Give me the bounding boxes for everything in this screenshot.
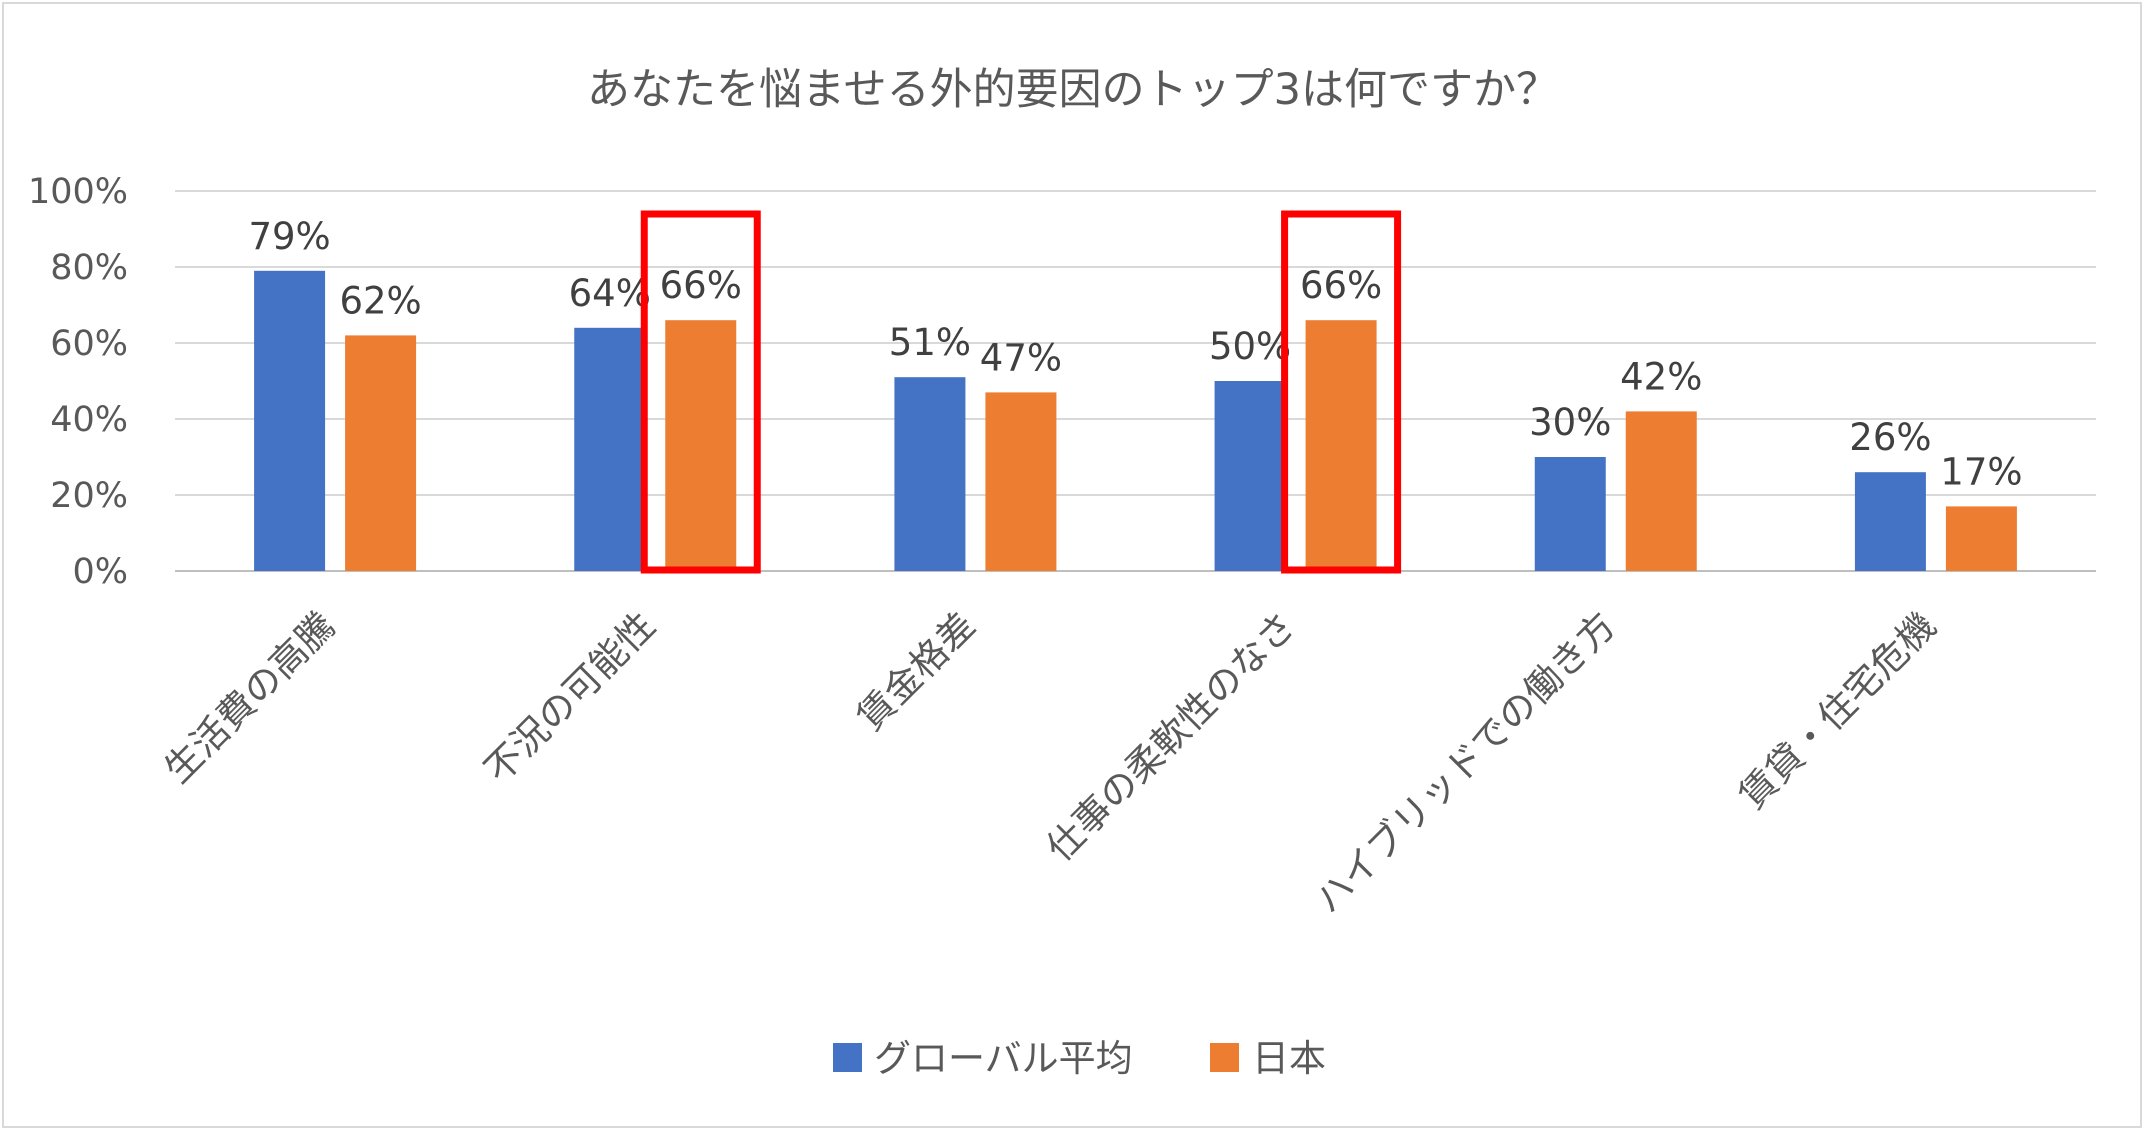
legend-label-japan: 日本 <box>1252 1037 1326 1080</box>
category-labels: 生活費の高騰 不況の可能性 賃金格差 仕事の柔軟性のなさ ハイブリッドでの働き方 賃貸・住… <box>156 604 1944 922</box>
bar-global <box>1534 457 1606 571</box>
data-label: 64% <box>569 272 651 315</box>
y-tick-label: 100% <box>28 172 128 212</box>
data-label: 66% <box>1300 264 1382 307</box>
legend-swatch-japan <box>1210 1043 1239 1072</box>
data-label: 30% <box>1529 401 1611 444</box>
highlight-boxes <box>640 210 1402 574</box>
category-label: 賃金格差 <box>849 604 984 739</box>
chart-title: あなたを悩ませる外的要因のトップ3は何ですか？ <box>587 65 1559 115</box>
bar-japan <box>1625 411 1697 571</box>
bars <box>254 270 2017 571</box>
data-label: 66% <box>660 264 742 307</box>
highlight-box <box>1281 210 1402 574</box>
bar-global <box>574 327 646 571</box>
y-tick-label: 40% <box>50 400 128 440</box>
bar-japan <box>1305 320 1377 571</box>
bar-global <box>254 270 326 571</box>
bar-japan <box>1945 506 2017 571</box>
data-labels: 79% 64% 51% 50% 30% 26% 62% 66% 47% 66% 42% 17% <box>248 215 2022 494</box>
bar-global <box>894 377 966 571</box>
y-tick-label: 60% <box>50 324 128 364</box>
category-label: 賃貸・住宅危機 <box>1731 604 1945 818</box>
bar-global <box>1214 381 1286 571</box>
bar-japan <box>345 335 417 571</box>
data-label: 42% <box>1620 355 1702 398</box>
data-label: 51% <box>889 321 971 364</box>
legend-label-global: グローバル平均 <box>874 1037 1133 1080</box>
legend: グローバル平均 日本 <box>833 1037 1326 1080</box>
data-label: 26% <box>1849 416 1931 459</box>
legend-swatch-global <box>833 1043 862 1072</box>
category-label: 仕事の柔軟性のなさ <box>1038 604 1304 870</box>
bar-japan <box>985 392 1057 571</box>
bar-japan <box>665 320 737 571</box>
y-axis-ticks: 0% 20% 40% 60% 80% 100% <box>28 172 128 592</box>
y-tick-label: 80% <box>50 248 128 288</box>
category-label: 生活費の高騰 <box>156 604 343 791</box>
data-label: 47% <box>980 336 1062 379</box>
highlight-box <box>640 210 761 574</box>
gridlines <box>175 190 2096 572</box>
y-tick-label: 20% <box>50 476 128 516</box>
data-label: 62% <box>339 279 421 322</box>
data-label: 79% <box>248 215 330 258</box>
y-tick-label: 0% <box>72 552 128 592</box>
data-label: 50% <box>1209 325 1291 368</box>
bar-global <box>1854 472 1926 571</box>
data-label: 17% <box>1940 450 2022 493</box>
category-label: 不況の可能性 <box>476 604 663 791</box>
category-label: ハイブリッドでの働き方 <box>1306 604 1624 922</box>
